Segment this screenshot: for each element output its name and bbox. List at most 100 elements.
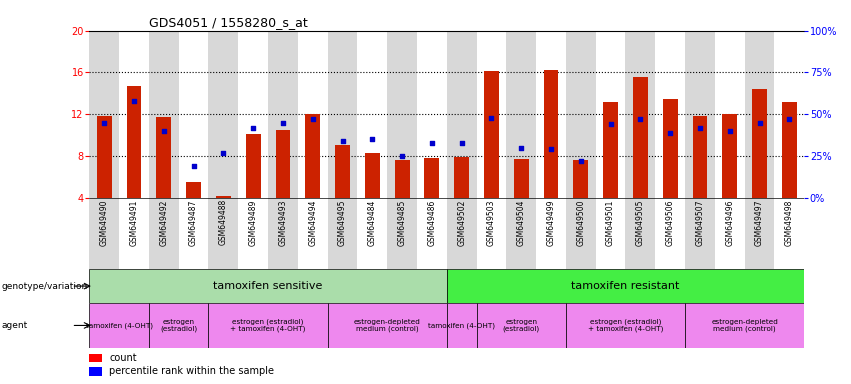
Bar	[685, 303, 804, 348]
Text: GSM649498: GSM649498	[785, 199, 794, 245]
Text: tamoxifen (4-OHT): tamoxifen (4-OHT)	[428, 322, 495, 329]
Point	[663, 129, 677, 136]
Bar	[715, 198, 745, 269]
Text: GSM649491: GSM649491	[129, 199, 139, 245]
Point	[574, 158, 587, 164]
Bar	[365, 153, 380, 198]
Bar	[97, 116, 111, 198]
Text: count: count	[109, 353, 137, 363]
Bar	[536, 31, 566, 198]
Text: GSM649496: GSM649496	[725, 199, 734, 246]
Text: GSM649503: GSM649503	[487, 199, 496, 246]
Bar	[157, 118, 171, 198]
Bar	[298, 31, 328, 198]
Bar	[514, 159, 528, 198]
Bar	[625, 31, 655, 198]
Text: GSM649502: GSM649502	[457, 199, 466, 245]
Bar	[566, 303, 685, 348]
Bar	[179, 198, 208, 269]
Bar	[387, 31, 417, 198]
Text: agent: agent	[2, 321, 28, 330]
Bar	[655, 31, 685, 198]
Bar	[447, 198, 477, 269]
Bar	[633, 77, 648, 198]
Text: estrogen-depleted
medium (control): estrogen-depleted medium (control)	[354, 319, 420, 332]
Bar	[328, 31, 357, 198]
Bar	[238, 198, 268, 269]
Text: GSM649488: GSM649488	[219, 199, 228, 245]
Text: GSM649499: GSM649499	[546, 199, 556, 246]
Text: GDS4051 / 1558280_s_at: GDS4051 / 1558280_s_at	[149, 16, 308, 29]
Text: GSM649506: GSM649506	[665, 199, 675, 246]
Point	[484, 114, 498, 121]
Bar	[447, 31, 477, 198]
Text: estrogen (estradiol)
+ tamoxifen (4-OHT): estrogen (estradiol) + tamoxifen (4-OHT)	[231, 318, 306, 333]
Point	[246, 124, 260, 131]
Text: GSM649494: GSM649494	[308, 199, 317, 246]
Bar	[89, 303, 149, 348]
Bar	[484, 71, 499, 198]
Bar	[447, 303, 477, 348]
Point	[454, 139, 468, 146]
Point	[276, 119, 289, 126]
Bar	[268, 198, 298, 269]
Bar	[603, 102, 618, 198]
Text: tamoxifen resistant: tamoxifen resistant	[571, 281, 680, 291]
Bar	[745, 198, 774, 269]
Bar	[387, 198, 417, 269]
Bar	[298, 198, 328, 269]
Point	[186, 163, 200, 169]
Text: GSM649489: GSM649489	[248, 199, 258, 245]
Bar	[477, 303, 566, 348]
Bar	[119, 198, 149, 269]
Bar	[506, 31, 536, 198]
Bar	[186, 182, 201, 198]
Text: GSM649484: GSM649484	[368, 199, 377, 245]
Bar	[454, 157, 469, 198]
Point	[514, 144, 528, 151]
Bar	[149, 31, 179, 198]
Bar	[506, 198, 536, 269]
Bar	[655, 198, 685, 269]
Bar	[477, 31, 506, 198]
Bar	[544, 70, 558, 198]
Bar	[208, 198, 238, 269]
Bar	[774, 198, 804, 269]
Point	[722, 128, 736, 134]
Text: GSM649487: GSM649487	[189, 199, 198, 245]
Bar	[625, 198, 655, 269]
Bar	[536, 198, 566, 269]
Bar	[425, 158, 439, 198]
Bar	[722, 114, 737, 198]
Text: GSM649507: GSM649507	[695, 199, 705, 246]
Bar	[216, 196, 231, 198]
Bar	[89, 367, 102, 376]
Text: estrogen
(estradiol): estrogen (estradiol)	[160, 319, 197, 332]
Bar	[89, 31, 119, 198]
Point	[782, 116, 796, 122]
Point	[693, 124, 706, 131]
Point	[97, 119, 111, 126]
Bar	[208, 31, 238, 198]
Bar	[179, 31, 208, 198]
Bar	[566, 31, 596, 198]
Bar	[752, 89, 767, 198]
Text: GSM649505: GSM649505	[636, 199, 645, 246]
Bar	[745, 31, 774, 198]
Point	[395, 153, 408, 159]
Bar	[782, 102, 797, 198]
Bar	[276, 130, 290, 198]
Text: GSM649501: GSM649501	[606, 199, 615, 245]
Text: tamoxifen (4-OHT): tamoxifen (4-OHT)	[86, 322, 152, 329]
Text: GSM649485: GSM649485	[397, 199, 407, 245]
Text: GSM649495: GSM649495	[338, 199, 347, 246]
Bar	[693, 116, 707, 198]
Point	[603, 121, 617, 127]
Text: genotype/variation: genotype/variation	[2, 281, 88, 291]
Bar	[574, 160, 588, 198]
Point	[425, 139, 438, 146]
Bar	[715, 31, 745, 198]
Bar	[417, 198, 447, 269]
Text: percentile rank within the sample: percentile rank within the sample	[109, 366, 274, 376]
Bar	[774, 31, 804, 198]
